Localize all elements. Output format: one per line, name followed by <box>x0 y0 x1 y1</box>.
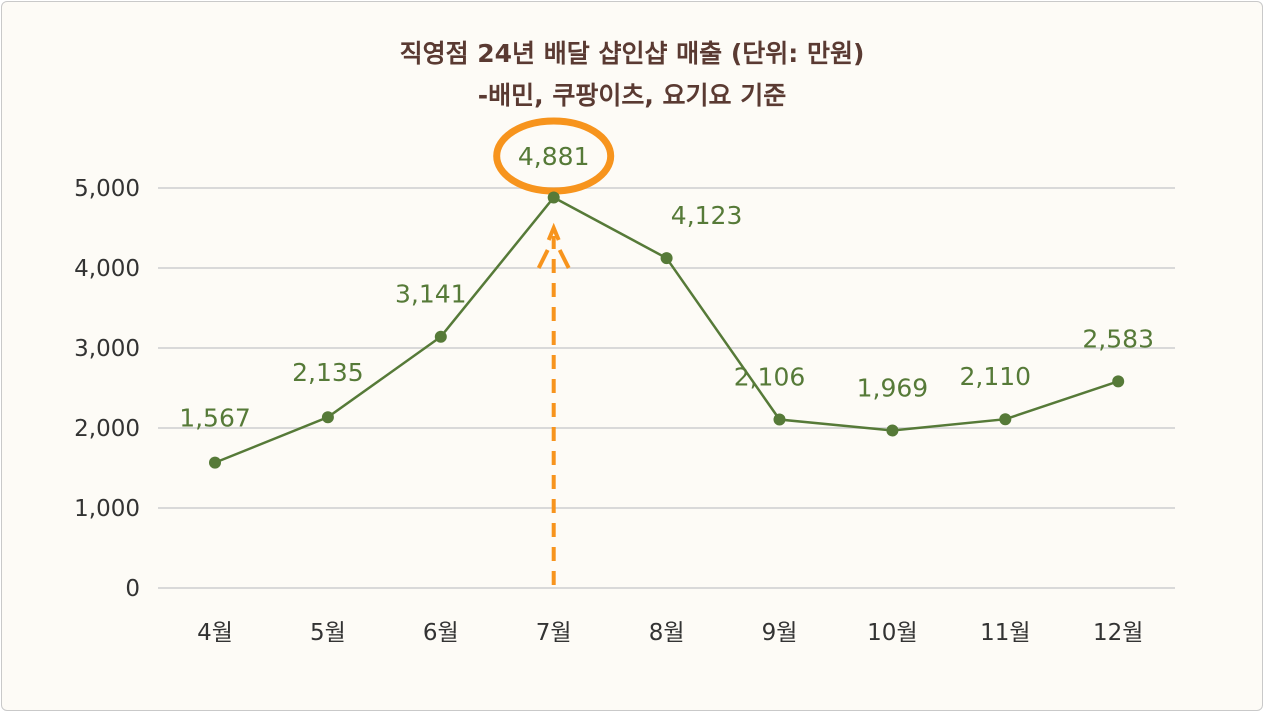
data-label: 3,141 <box>395 280 467 309</box>
chart-subtitle: -배민, 쿠팡이츠, 요기요 기준 <box>478 81 786 110</box>
data-point <box>886 424 899 437</box>
data-point <box>321 411 334 424</box>
y-tick-label: 1,000 <box>74 496 140 522</box>
x-tick-label: 4월 <box>197 620 233 646</box>
x-tick-label: 7월 <box>536 620 572 646</box>
x-tick-label: 11월 <box>980 620 1030 646</box>
data-label: 4,123 <box>671 201 743 230</box>
data-label: 2,135 <box>292 358 364 387</box>
highlight-arrow-head <box>536 222 571 269</box>
x-tick-label: 6월 <box>423 620 459 646</box>
highlight-ellipse <box>493 117 615 195</box>
x-tick-label: 12월 <box>1093 620 1143 646</box>
data-point <box>660 252 673 265</box>
data-label: 1,969 <box>857 373 929 402</box>
x-tick-label: 10월 <box>867 620 917 646</box>
x-tick-label: 9월 <box>762 620 798 646</box>
data-label: 4,881 <box>518 142 590 171</box>
y-tick-label: 4,000 <box>74 256 140 282</box>
x-tick-label: 5월 <box>310 620 346 646</box>
series-line <box>214 195 1119 464</box>
data-point <box>773 413 786 426</box>
y-tick-label: 5,000 <box>74 176 140 202</box>
data-label: 2,110 <box>960 362 1032 391</box>
chart-title: 직영점 24년 배달 샵인샵 매출 (단위: 만원) <box>400 39 865 68</box>
data-point <box>999 413 1012 426</box>
data-label: 2,583 <box>1082 324 1154 353</box>
data-point <box>434 330 447 343</box>
y-tick-label: 0 <box>125 576 140 602</box>
data-point <box>1112 375 1125 388</box>
data-point <box>209 456 221 469</box>
data-label: 2,106 <box>734 363 806 392</box>
x-tick-label: 8월 <box>649 620 685 646</box>
y-tick-label: 3,000 <box>74 336 140 362</box>
data-label: 1,567 <box>179 404 251 433</box>
data-point <box>547 191 560 204</box>
y-tick-label: 2,000 <box>74 416 140 442</box>
